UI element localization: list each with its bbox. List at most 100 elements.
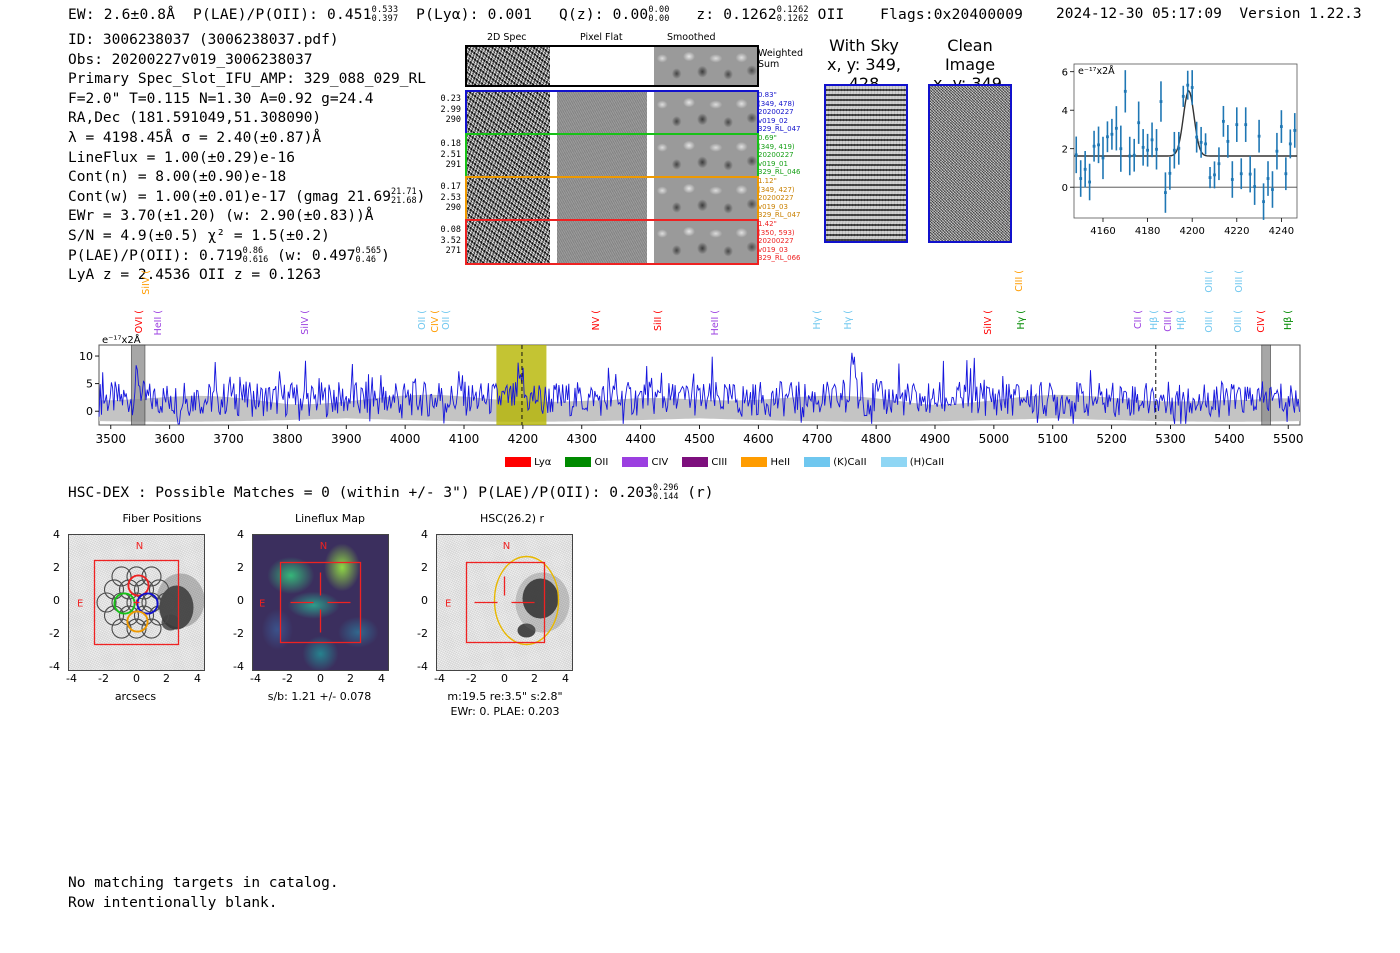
emission-label-12: SiIV (: [982, 310, 994, 335]
svg-text:5100: 5100: [1037, 432, 1068, 446]
hscdex-text: HSC-DEX : Possible Matches = 0 (within +…: [68, 485, 653, 501]
spectrum-legend: Lyα OII CIV CIII HeII (K)CaII (H)CaII: [505, 450, 1145, 469]
fiber-2-date: 20200227: [758, 151, 794, 160]
fiber-4-gap-2: [647, 221, 654, 263]
svg-text:3800: 3800: [272, 432, 303, 446]
header-flags: Flags:0x20400009: [880, 7, 1024, 23]
lineflux-map-svg: NE: [259, 541, 362, 644]
fiber-1-smoothed-image: [654, 92, 757, 134]
info-line-lineflux: LineFlux = 1.00(±0.29)e-16: [68, 149, 295, 166]
fiber-1-index: 290: [445, 115, 461, 125]
hsc-xtick-4: 4: [562, 672, 569, 685]
fiber-4-2dspec-image: [467, 221, 550, 263]
info-line-plae: P(LAE)/P(OII): 0.719 0.86 0.616 (w: 0.497 0…: [68, 245, 426, 267]
with-sky-title: With Sky: [829, 36, 899, 55]
legend-item-4: HeII: [741, 457, 790, 468]
fiber-4-smoothed-image: [654, 221, 757, 263]
info-plae-w-hi: 0.565: [355, 245, 382, 256]
emission-label-15: CII (: [1133, 310, 1145, 329]
header-version: Version 1.22.3: [1239, 6, 1362, 22]
fiber-1-obs: v019_02: [758, 116, 788, 125]
emission-label-11: Hγ (: [842, 310, 854, 330]
fiber-3-amp: 329_RL_047: [758, 211, 801, 220]
svg-text:5500: 5500: [1273, 432, 1304, 446]
fiber-2-value: 2.51: [440, 149, 461, 160]
fiber-2-smoothed-image: [654, 135, 757, 177]
fiber-xtick-2: 2: [163, 672, 170, 685]
bottom-note-line1: No matching targets in catalog.: [68, 875, 339, 891]
fiber-ytick-2: 2: [53, 561, 60, 574]
hsc-image-caption-2: EWr: 0. PLAE: 0.203: [450, 705, 560, 718]
svg-text:e⁻¹⁷x2Å: e⁻¹⁷x2Å: [102, 333, 141, 346]
svg-text:4300: 4300: [566, 432, 597, 446]
legend-swatch-1: [565, 457, 592, 467]
info-cont-w-post: ): [416, 188, 426, 205]
fiber-2-obs: v019_01: [758, 159, 788, 168]
lf-xtick-2: 2: [347, 672, 354, 685]
legend-swatch-0: [505, 457, 531, 467]
hsc-image-yaxis: 4 2 0 -2 -4: [398, 528, 432, 673]
fiber-1-gap-1: [550, 92, 557, 134]
svg-text:5000: 5000: [979, 432, 1010, 446]
emission-label-7: NV (: [591, 310, 603, 331]
fiber-3-value: 2.53: [440, 192, 461, 203]
svg-text:4100: 4100: [449, 432, 480, 446]
header-plae-label: P(LAE)/P(OII):: [193, 7, 319, 23]
fiber-positions-xlabel: arcsecs: [114, 690, 157, 703]
weighted-sum-label-line2: Sum: [758, 59, 780, 70]
fiber-4-weight: 0.08: [440, 225, 461, 235]
header-timestamp: 2024-12-30 05:17:09: [1056, 6, 1222, 22]
legend-label-6: (H)CaII: [906, 457, 945, 468]
fiber-2-dist: 0.69": [758, 134, 777, 142]
hsc-ytick-m2: -2: [417, 627, 428, 640]
fiber-3-strip: [465, 176, 759, 222]
fiber-xtick-0: 0: [133, 672, 140, 685]
info-cont-w-hi: 21.71: [391, 186, 417, 197]
fiber-2-right-labels: 0.69" (349, 419) 20200227 v019_01 329_RL…: [758, 134, 818, 177]
fiber-2-index: 291: [445, 160, 461, 170]
header-plae-hi: 0.533: [371, 5, 399, 15]
svg-text:5200: 5200: [1096, 432, 1127, 446]
svg-text:4700: 4700: [802, 432, 833, 446]
fiber-1-gap-2: [647, 92, 654, 134]
fiber-2-amp: 329_RL_046: [758, 168, 801, 177]
lf-ytick-4: 4: [237, 528, 244, 541]
legend-item-1: OII: [565, 457, 608, 468]
fiber-4-pixelflat-image: [557, 221, 647, 263]
hsc-xtick-0: 0: [501, 672, 508, 685]
hsc-xtick-2: 2: [531, 672, 538, 685]
legend-item-5: (K)CaII: [804, 457, 867, 468]
fiber-2-weight: 0.18: [440, 139, 461, 149]
fiber-positions-title: Fiber Positions: [122, 512, 202, 525]
legend-item-6: (H)CaII: [880, 457, 945, 468]
emission-label-20: OIII (: [1204, 270, 1216, 293]
fiber-1-pixelflat-image: [557, 92, 647, 134]
fiber-1-right-labels: 0.83" (349, 478) 20200227 v019_02 329_RL…: [758, 91, 818, 134]
emission-label-9: HeII (: [710, 310, 722, 336]
fiber-1-xy: (349, 478): [758, 99, 795, 108]
fiber-1-2dspec-image: [467, 92, 550, 134]
spec2d-title-pixelflat: Pixel Flat: [580, 32, 623, 43]
header-qz-lo: 0.00: [648, 14, 670, 24]
fiber-1-left-labels: 0.23 2.99 290: [425, 94, 461, 126]
fiber-3-index: 290: [445, 203, 461, 213]
header-timestamp-version: 2024-12-30 05:17:09 Version 1.22.3: [1056, 6, 1362, 22]
svg-text:4200: 4200: [1179, 226, 1204, 237]
svg-text:N: N: [503, 541, 510, 552]
lineflux-map-caption: s/b: 1.21 +/- 0.078: [267, 690, 372, 703]
hsc-image-caption-1: m:19.5 re:3.5" s:2.8": [447, 690, 563, 703]
lf-ytick-2: 2: [237, 561, 244, 574]
info-plae-hi: 0.86: [242, 245, 264, 256]
fiber-4-xy: (350, 593): [758, 228, 795, 237]
info-cont-w-pre: Cont(w) = 1.00(±0.01)e-17 (gmag 21.69: [68, 188, 392, 205]
svg-text:E: E: [259, 599, 265, 610]
fiber-ytick-m4: -4: [49, 660, 60, 673]
emission-label-1: OVI (: [134, 310, 146, 334]
legend-label-1: OII: [591, 457, 609, 468]
info-plae-lo: 0.616: [242, 254, 269, 265]
strip-gap-2: [647, 47, 654, 85]
spec2d-title-smoothed: Smoothed: [667, 32, 716, 43]
